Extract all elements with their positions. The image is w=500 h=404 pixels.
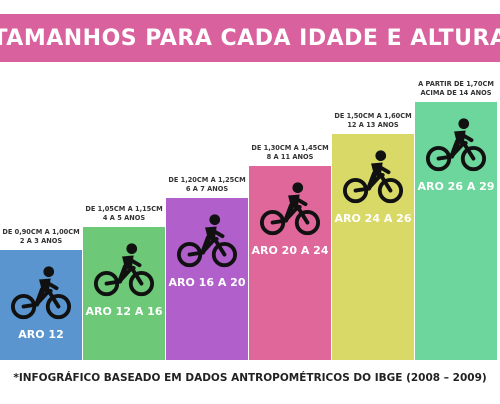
size-bar: ARO 24 A 26 xyxy=(332,134,414,360)
column-caption: DE 1,05CM A 1,15CM 4 A 5 ANOS xyxy=(85,205,162,222)
size-bar: ARO 26 A 29 xyxy=(415,102,497,360)
height-range-label: DE 1,30CM A 1,45CM xyxy=(251,144,329,152)
wheel-size-label: ARO 24 A 26 xyxy=(334,212,412,225)
size-bar: ARO 20 A 24 xyxy=(249,166,331,360)
wheel-size-label: ARO 12 A 16 xyxy=(85,305,163,318)
column-caption: DE 1,30CM A 1,45CM 8 A 11 ANOS xyxy=(251,144,328,161)
size-column: A PARTIR DE 1,70CM ACIMA DE 14 ANOS ARO 2… xyxy=(415,80,497,360)
bicycle-rider-icon xyxy=(93,239,155,301)
height-range-label: DE 1,05CM A 1,15CM xyxy=(85,205,163,213)
title-banner: TAMANHOS PARA CADA IDADE E ALTURA xyxy=(0,14,500,62)
column-caption: DE 0,90CM A 1,00CM 2 A 3 ANOS xyxy=(2,228,79,245)
bicycle-rider-icon xyxy=(425,114,487,176)
bicycle-rider-icon xyxy=(176,210,238,272)
size-column: DE 1,30CM A 1,45CM 8 A 11 ANOS ARO 20 A 2… xyxy=(249,144,331,360)
bicycle-rider-icon xyxy=(342,146,404,208)
wheel-size-label: ARO 26 A 29 xyxy=(417,180,495,193)
size-column: DE 1,05CM A 1,15CM 4 A 5 ANOS ARO 12 A 16 xyxy=(83,205,165,360)
bicycle-rider-icon xyxy=(259,178,321,240)
height-range-label: DE 1,20CM A 1,25CM xyxy=(168,176,246,184)
size-column: DE 1,20CM A 1,25CM 6 A 7 ANOS ARO 16 A 20 xyxy=(166,176,248,360)
size-chart: DE 0,90CM A 1,00CM 2 A 3 ANOS ARO 12 DE 1,… xyxy=(0,70,500,360)
wheel-size-label: ARO 16 A 20 xyxy=(168,276,246,289)
age-range-label: 12 A 13 ANOS xyxy=(347,120,399,129)
size-bar: ARO 12 xyxy=(0,250,82,360)
column-caption: DE 1,20CM A 1,25CM 6 A 7 ANOS xyxy=(168,176,245,193)
age-range-label: 6 A 7 ANOS xyxy=(185,184,229,193)
height-range-label: DE 1,50CM A 1,60CM xyxy=(334,112,412,120)
height-range-label: A PARTIR DE 1,70CM xyxy=(418,80,494,88)
age-range-label: 4 A 5 ANOS xyxy=(102,213,146,222)
size-column: DE 1,50CM A 1,60CM 12 A 13 ANOS ARO 24 A … xyxy=(332,112,414,360)
page-title: TAMANHOS PARA CADA IDADE E ALTURA xyxy=(0,25,500,51)
age-range-label: 8 A 11 ANOS xyxy=(266,152,314,161)
size-column: DE 0,90CM A 1,00CM 2 A 3 ANOS ARO 12 xyxy=(0,228,82,360)
column-caption: A PARTIR DE 1,70CM ACIMA DE 14 ANOS xyxy=(418,80,494,97)
size-bar: ARO 16 A 20 xyxy=(166,198,248,360)
column-caption: DE 1,50CM A 1,60CM 12 A 13 ANOS xyxy=(334,112,411,129)
age-range-label: ACIMA DE 14 ANOS xyxy=(420,88,492,97)
wheel-size-label: ARO 20 A 24 xyxy=(251,244,329,257)
height-range-label: DE 0,90CM A 1,00CM xyxy=(2,228,80,236)
bicycle-rider-icon xyxy=(10,262,72,324)
footnote: *INFOGRÁFICO BASEADO EM DADOS ANTROPOMÉT… xyxy=(13,372,487,384)
size-bar: ARO 12 A 16 xyxy=(83,227,165,360)
age-range-label: 2 A 3 ANOS xyxy=(19,236,63,245)
wheel-size-label: ARO 12 xyxy=(18,328,64,341)
